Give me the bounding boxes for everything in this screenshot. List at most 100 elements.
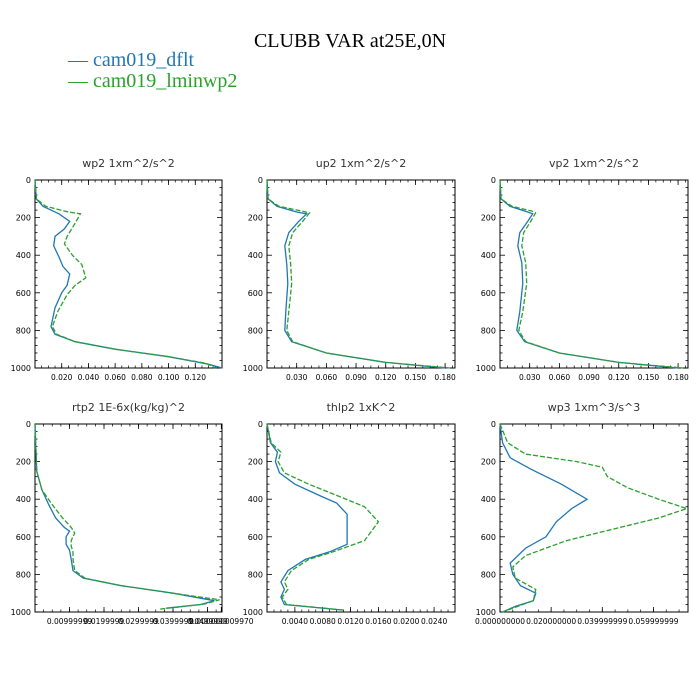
y-tick-label: 800 (248, 570, 263, 579)
y-tick-label: 200 (16, 458, 31, 467)
legend-entry-dflt: — cam019_dflt (68, 49, 195, 71)
x-tick-label: 0.0240 (421, 617, 447, 626)
y-tick-label: 800 (248, 326, 263, 335)
y-tick-label: 1000 (11, 608, 31, 617)
x-tick-label: 0.0160 (365, 617, 391, 626)
plot-frame (34, 179, 223, 369)
x-tick-label: 0.020000000 (526, 617, 576, 626)
y-tick-label: 400 (248, 495, 263, 504)
panel-4: rtp2 1E-6x(kg/kg)^2 0 200 400 600 800 1000 0.00… (11, 401, 254, 626)
series-line-cam019_dflt (34, 179, 223, 369)
y-tick-label: 600 (16, 533, 31, 542)
panel-1: wp2 1xm^2/s^2 0 200 400 600 800 1000 0.020 0.040… (11, 157, 223, 382)
y-tick-label: 0 (258, 176, 263, 185)
y-tick-label: 1000 (476, 364, 496, 373)
y-tick-label: 200 (481, 214, 496, 223)
panel-title: thlp2 1xK^2 (327, 401, 396, 414)
x-tick-label: 0.060 (549, 373, 571, 382)
x-tick-label: 0.030 (286, 373, 308, 382)
series-line-cam019_lminwp2 (266, 423, 380, 611)
x-tick-label: 0.0200 (393, 617, 419, 626)
y-tick-label: 600 (481, 533, 496, 542)
y-tick-label: 1000 (476, 608, 496, 617)
x-tick-label: 0.00999999 (47, 617, 93, 626)
x-tick-label: 0.120 (608, 373, 630, 382)
x-tick-label: 0.0299999 (118, 617, 159, 626)
x-tick-label: 0.120 (185, 373, 207, 382)
y-tick-label: 400 (248, 251, 263, 260)
y-tick-label: 1000 (243, 364, 263, 373)
x-tick-label: 0.0199999 (84, 617, 125, 626)
y-tick-label: 0 (258, 420, 263, 429)
x-tick-label: 0.020 (51, 373, 73, 382)
x-tick-label: 0.059999999 (628, 617, 678, 626)
x-tick-label: 0.060 (104, 373, 126, 382)
y-tick-label: 800 (481, 326, 496, 335)
x-tick-label: 0.060 (316, 373, 338, 382)
x-tick-label: 0.090 (345, 373, 367, 382)
series-line-cam019_lminwp2 (499, 423, 689, 613)
y-tick-label: 0 (26, 420, 31, 429)
x-tick-label: 0.090 (578, 373, 600, 382)
y-tick-label: 600 (248, 289, 263, 298)
x-tick-label: 0.150 (405, 373, 427, 382)
series-line-cam019_lminwp2 (34, 423, 220, 610)
figure-title: CLUBB VAR at25E,0N (253, 30, 447, 52)
y-tick-label: 200 (481, 458, 496, 467)
plot-frame (34, 423, 223, 613)
legend-label-lminwp2: cam019_lminwp2 (93, 70, 238, 92)
x-tick-label: 0.120 (375, 373, 397, 382)
x-tick-label: 0.039999999 (577, 617, 627, 626)
series-line-cam019_dflt (499, 179, 679, 369)
y-tick-label: 800 (16, 326, 31, 335)
x-tick-label: 0.000000000 (475, 617, 525, 626)
legend: — cam019_dflt — cam019_lminwp2 (68, 50, 237, 92)
y-tick-label: 400 (16, 251, 31, 260)
plot-frame (266, 179, 456, 369)
y-tick-label: 400 (16, 495, 31, 504)
x-tick-label: 0.0040 (282, 617, 308, 626)
x-tick-label: 0.100 (158, 373, 180, 382)
plot-frame (499, 179, 689, 369)
panel-title: wp3 1xm^3/s^3 (548, 401, 641, 414)
y-tick-label: 400 (481, 251, 496, 260)
legend-entry-lminwp2: — cam019_lminwp2 (68, 70, 238, 92)
series-line-cam019_dflt (499, 423, 589, 613)
y-tick-label: 0 (491, 176, 496, 185)
x-tick-label: 0.000000009970 (189, 617, 254, 626)
panel-title: up2 1xm^2/s^2 (316, 157, 407, 170)
x-tick-label: 0.0080 (310, 617, 336, 626)
y-tick-label: 0 (491, 420, 496, 429)
panel-3: vp2 1xm^2/s^2 0 200 400 600 800 1000 0.030 0.060… (476, 157, 689, 382)
series-line-cam019_dflt (266, 179, 446, 369)
series-line-cam019_lminwp2 (266, 179, 451, 369)
x-tick-label: 0.0399999 (153, 617, 194, 626)
x-tick-label: 0.030 (519, 373, 541, 382)
plot-frame (499, 423, 689, 613)
y-tick-label: 400 (481, 495, 496, 504)
x-tick-label: 0.0499999 (187, 617, 228, 626)
y-tick-label: 1000 (11, 364, 31, 373)
y-tick-label: 200 (16, 214, 31, 223)
x-tick-label: 0.040 (78, 373, 100, 382)
y-tick-label: 600 (16, 289, 31, 298)
panel-title: vp2 1xm^2/s^2 (549, 157, 639, 170)
y-tick-label: 800 (481, 570, 496, 579)
y-tick-label: 1000 (243, 608, 263, 617)
x-tick-label: 0.150 (638, 373, 660, 382)
panel-2: up2 1xm^2/s^2 0 200 400 600 800 1000 0.030 0.060… (243, 157, 456, 382)
legend-label-dflt: cam019_dflt (93, 49, 195, 71)
series-line-cam019_lminwp2 (499, 179, 684, 369)
y-tick-label: 800 (16, 570, 31, 579)
x-tick-label: 0.0120 (337, 617, 363, 626)
y-tick-label: 600 (481, 289, 496, 298)
x-tick-label: 0.080 (131, 373, 153, 382)
y-tick-label: 0 (26, 176, 31, 185)
panel-6: wp3 1xm^3/s^3 0 200 400 600 800 10000.00000000… (475, 401, 689, 626)
x-tick-label: 0.180 (667, 373, 689, 382)
y-tick-label: 200 (248, 214, 263, 223)
series-line-cam019_lminwp2 (34, 179, 216, 369)
panel-5: thlp2 1xK^2 0 200 400 600 800 1000 0.0040 0.0080… (243, 401, 456, 626)
x-tick-label: 0.180 (434, 373, 456, 382)
